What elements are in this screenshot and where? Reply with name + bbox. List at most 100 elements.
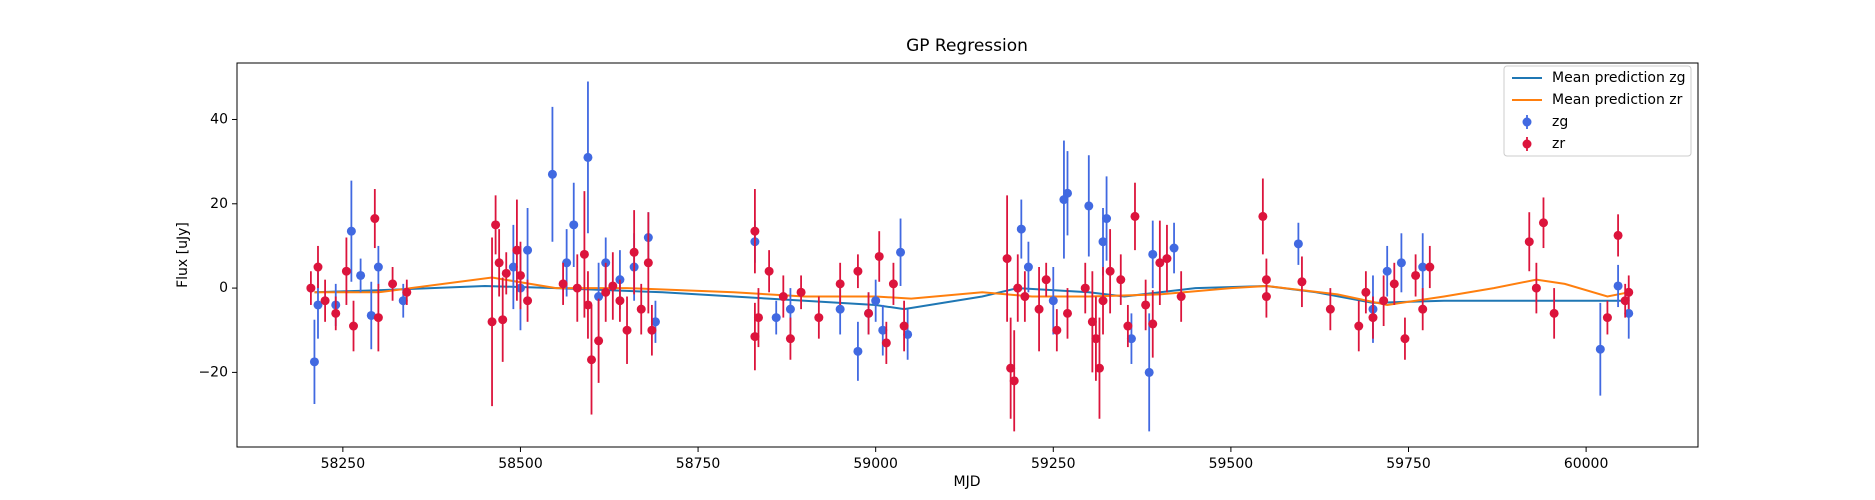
- data-point: [1425, 262, 1435, 272]
- data-point: [608, 281, 618, 291]
- data-point: [558, 279, 568, 289]
- data-point: [1087, 317, 1097, 327]
- data-point: [1620, 296, 1630, 306]
- legend-label: Mean prediction zr: [1552, 92, 1683, 108]
- data-point: [615, 296, 625, 306]
- data-point: [1148, 319, 1158, 329]
- y-axis-label: Flux [uJy]: [175, 222, 191, 288]
- data-point: [1531, 283, 1541, 293]
- data-point: [1041, 275, 1051, 285]
- data-point: [629, 247, 639, 257]
- data-point: [1258, 211, 1268, 221]
- data-point: [764, 266, 774, 276]
- data-point: [331, 308, 341, 318]
- chart-title: GP Regression: [906, 36, 1028, 56]
- data-point: [903, 329, 913, 339]
- data-point: [349, 321, 359, 331]
- data-point: [778, 292, 788, 302]
- data-point: [1176, 292, 1186, 302]
- x-tick-label: 59500: [1209, 456, 1254, 472]
- data-point: [1418, 304, 1428, 314]
- data-point: [373, 313, 383, 323]
- legend-label: zr: [1552, 136, 1565, 152]
- data-point: [771, 313, 781, 323]
- plot-frame: [236, 62, 1699, 448]
- data-point: [491, 220, 501, 230]
- y-tick-label: 20: [210, 196, 228, 212]
- data-point: [1006, 363, 1016, 373]
- data-point: [864, 308, 874, 318]
- data-point: [899, 321, 909, 331]
- data-point: [1169, 243, 1179, 253]
- data-point: [1002, 254, 1012, 264]
- data-point: [636, 304, 646, 314]
- data-point: [896, 247, 906, 257]
- x-tick-label: 59000: [853, 456, 898, 472]
- data-point: [1020, 292, 1030, 302]
- y-tick-label: 40: [210, 111, 228, 127]
- data-point: [587, 355, 597, 365]
- data-point: [309, 357, 319, 367]
- x-tick-label: 58250: [321, 456, 366, 472]
- data-point: [1062, 308, 1072, 318]
- data-point: [398, 296, 408, 306]
- data-point: [1400, 334, 1410, 344]
- data-point: [750, 332, 760, 342]
- data-point: [1123, 321, 1133, 331]
- data-point: [313, 300, 323, 310]
- data-point: [512, 245, 522, 255]
- data-point: [594, 336, 604, 346]
- data-point: [1389, 279, 1399, 289]
- data-point: [1361, 287, 1371, 297]
- legend-label: Mean prediction zg: [1552, 70, 1686, 86]
- data-point: [1293, 239, 1303, 249]
- data-point: [874, 251, 884, 261]
- data-point: [569, 220, 579, 230]
- data-point: [594, 292, 604, 302]
- data-point: [647, 325, 657, 335]
- data-point: [1098, 296, 1108, 306]
- data-point: [1105, 266, 1115, 276]
- legend-box: [1503, 65, 1692, 157]
- data-point: [508, 262, 518, 272]
- data-point: [515, 270, 525, 280]
- data-point: [1411, 270, 1421, 280]
- x-tick-label: 58500: [498, 456, 543, 472]
- data-point: [1155, 258, 1165, 268]
- data-point: [346, 226, 356, 236]
- data-point: [562, 258, 572, 268]
- data-point: [601, 287, 611, 297]
- data-point: [1062, 188, 1072, 198]
- data-point: [366, 310, 376, 320]
- data-point: [1524, 237, 1534, 247]
- data-point: [572, 283, 582, 293]
- data-point: [750, 226, 760, 236]
- data-point: [888, 279, 898, 289]
- data-point: [1148, 249, 1158, 259]
- data-point: [313, 262, 323, 272]
- data-point: [1624, 287, 1634, 297]
- data-point: [494, 258, 504, 268]
- data-point: [523, 245, 533, 255]
- data-point: [356, 270, 366, 280]
- data-point: [643, 258, 653, 268]
- y-tick-label: 0: [219, 280, 228, 296]
- data-point: [341, 266, 351, 276]
- data-point: [1130, 211, 1140, 221]
- data-point: [785, 304, 795, 314]
- data-point: [1023, 262, 1033, 272]
- data-point: [1080, 283, 1090, 293]
- data-point: [1162, 254, 1172, 264]
- data-point: [498, 315, 508, 325]
- data-point: [622, 325, 632, 335]
- data-point: [1261, 292, 1271, 302]
- data-point: [370, 214, 380, 224]
- data-point: [523, 296, 533, 306]
- data-point: [1418, 262, 1428, 272]
- data-point: [1009, 376, 1019, 386]
- data-point: [881, 338, 891, 348]
- data-point: [1382, 266, 1392, 276]
- data-point: [753, 313, 763, 323]
- data-point: [320, 296, 330, 306]
